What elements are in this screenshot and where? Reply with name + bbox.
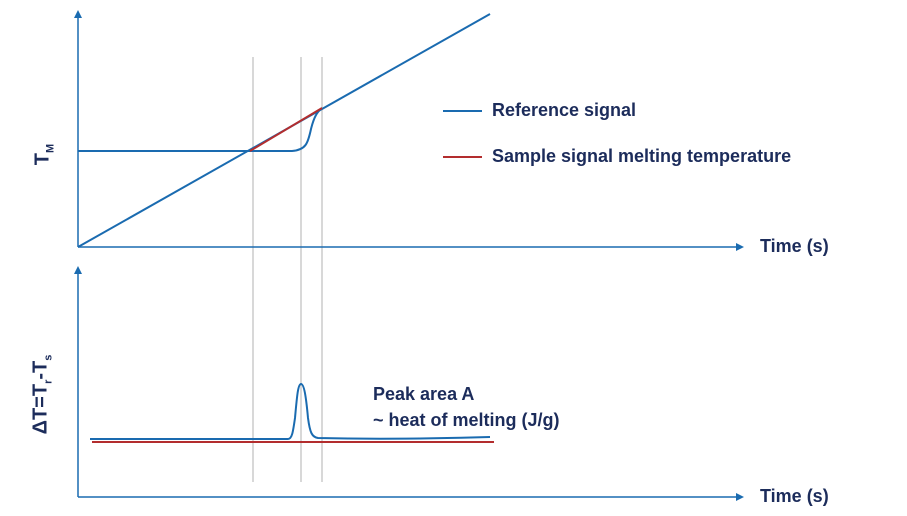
top-y-axis-label-main: T bbox=[31, 152, 54, 166]
top-y-axis-label: TM bbox=[32, 133, 57, 177]
sample-signal-line bbox=[249, 107, 323, 152]
reference-signal-curve bbox=[78, 107, 323, 152]
top-x-axis-label: Time (s) bbox=[760, 236, 829, 256]
bottom-y-axis-label-delta: ΔT=T bbox=[29, 383, 52, 435]
bottom-y-axis-label-r: r bbox=[42, 379, 55, 384]
bottom-y-axis-label-dash: -T bbox=[29, 360, 52, 380]
bottom-x-axis-label: Time (s) bbox=[760, 486, 829, 506]
bottom-y-axis-label-s: s bbox=[42, 354, 55, 361]
peak-area-annotation-line1: Peak area A bbox=[373, 384, 475, 404]
top-y-axis-label-sub: M bbox=[44, 143, 57, 153]
legend-label-sample: Sample signal melting temperature bbox=[492, 146, 792, 166]
peak-area-annotation-line2: ~ heat of melting (J/g) bbox=[373, 410, 560, 430]
legend-label-reference: Reference signal bbox=[492, 100, 637, 120]
bottom-y-axis-label: ΔT=Tr-Ts bbox=[30, 345, 55, 445]
dta-peak-signal bbox=[90, 382, 491, 440]
